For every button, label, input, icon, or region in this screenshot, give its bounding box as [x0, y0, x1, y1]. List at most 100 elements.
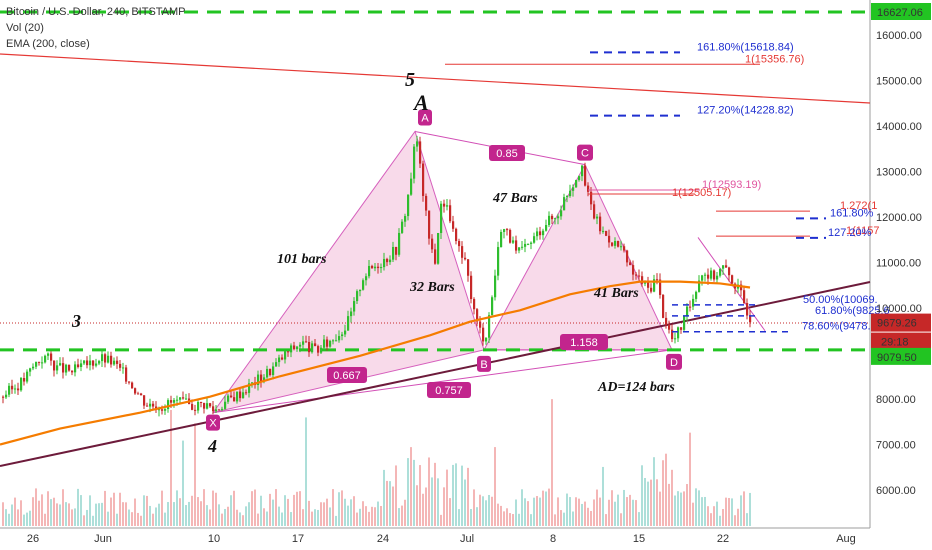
- volume-bar: [194, 423, 196, 526]
- candle-body: [53, 360, 56, 371]
- volume-bar: [389, 481, 391, 526]
- volume-bar: [413, 459, 415, 526]
- candle-body: [245, 392, 248, 394]
- candle-body: [359, 289, 362, 292]
- volume-bar: [110, 497, 112, 526]
- volume-bar: [299, 491, 301, 526]
- candle-body: [83, 360, 86, 364]
- volume-bar: [533, 497, 535, 526]
- candle-body: [2, 396, 5, 398]
- candle-body: [191, 404, 194, 410]
- candle-body: [392, 246, 395, 260]
- candle-body: [176, 399, 179, 401]
- current-price-tag: [871, 313, 931, 332]
- fib-level-label: 61.80%(9825.6: [815, 305, 890, 317]
- candle-body: [431, 238, 434, 250]
- volume-bar: [227, 506, 229, 526]
- candle-body: [173, 400, 176, 403]
- volume-bar: [131, 512, 133, 526]
- volume-bar: [731, 498, 733, 526]
- volume-bar: [626, 497, 628, 526]
- candle-body: [98, 361, 101, 364]
- volume-bar: [125, 502, 127, 526]
- candle-body: [77, 364, 80, 368]
- candles: [2, 135, 752, 417]
- volume-bar: [728, 497, 730, 526]
- candle-body: [332, 340, 335, 342]
- volume-bar: [221, 513, 223, 526]
- candle-body: [239, 391, 242, 399]
- volume-bar: [356, 512, 358, 526]
- candle-body: [47, 353, 50, 356]
- volume-bar: [530, 514, 532, 526]
- candle-body: [692, 298, 695, 307]
- volume-bar: [524, 498, 526, 526]
- candle-body: [308, 342, 311, 353]
- candle-body: [491, 297, 494, 316]
- candle-body: [746, 303, 749, 316]
- candle-body: [470, 275, 473, 300]
- volume-bar: [62, 489, 64, 526]
- volume-bar: [560, 510, 562, 526]
- candle-body: [506, 229, 509, 231]
- volume-bar: [107, 511, 109, 526]
- volume-bar: [101, 502, 103, 526]
- volume-bar: [68, 503, 70, 526]
- volume-bar: [149, 505, 151, 526]
- candle-body: [650, 287, 653, 292]
- candle-body: [269, 368, 272, 376]
- volume-bar: [548, 488, 550, 526]
- volume-bar: [104, 490, 106, 526]
- candle-body: [341, 334, 344, 337]
- candle-body: [350, 311, 353, 317]
- volume-bar: [473, 489, 475, 526]
- ema-indicator-label[interactable]: EMA (200, close): [6, 38, 90, 50]
- volume-bar: [608, 499, 610, 526]
- volume-bar: [509, 513, 511, 526]
- candle-body: [8, 385, 11, 395]
- volume-bar: [122, 502, 124, 526]
- y-tick-label: 15000.00: [876, 76, 922, 88]
- volume-bar: [2, 502, 4, 526]
- candle-body: [686, 306, 689, 317]
- candle-body: [68, 364, 71, 371]
- volume-bar: [638, 512, 640, 526]
- candle-body: [419, 141, 422, 164]
- candle-body: [446, 205, 449, 207]
- volume-bar: [143, 495, 145, 526]
- volume-bar: [578, 498, 580, 526]
- ratio-xd-badge: [427, 382, 471, 398]
- point-c-badge: [577, 144, 593, 161]
- candle-body: [290, 345, 293, 353]
- volume-bar: [140, 515, 142, 526]
- candle-body: [440, 203, 443, 233]
- volume-bar: [506, 508, 508, 526]
- candle-body: [416, 141, 419, 147]
- volume-indicator-label[interactable]: Vol (20): [6, 22, 44, 34]
- volume-bar: [308, 500, 310, 526]
- candle-body: [455, 228, 458, 242]
- candle-body: [110, 355, 113, 365]
- volume-bar: [542, 490, 544, 526]
- candle-body: [572, 187, 575, 191]
- candle-body: [257, 374, 260, 386]
- volume-bar: [401, 505, 403, 526]
- volume-bar: [197, 497, 199, 526]
- ratio-bd-badge: [560, 334, 608, 350]
- candle-body: [428, 210, 431, 239]
- candle-body: [524, 243, 527, 247]
- candle-body: [749, 315, 752, 323]
- candle-body: [62, 363, 65, 373]
- candle-body: [344, 330, 347, 335]
- volume-bar: [155, 507, 157, 526]
- candle-body: [323, 339, 326, 348]
- volume-bar: [662, 460, 664, 526]
- candle-body: [716, 275, 719, 280]
- candle-body: [179, 397, 182, 400]
- candle-body: [314, 343, 317, 347]
- candle-body: [545, 225, 548, 231]
- candle-body: [95, 363, 98, 366]
- candle-body: [422, 163, 425, 196]
- volume-bar: [59, 504, 61, 526]
